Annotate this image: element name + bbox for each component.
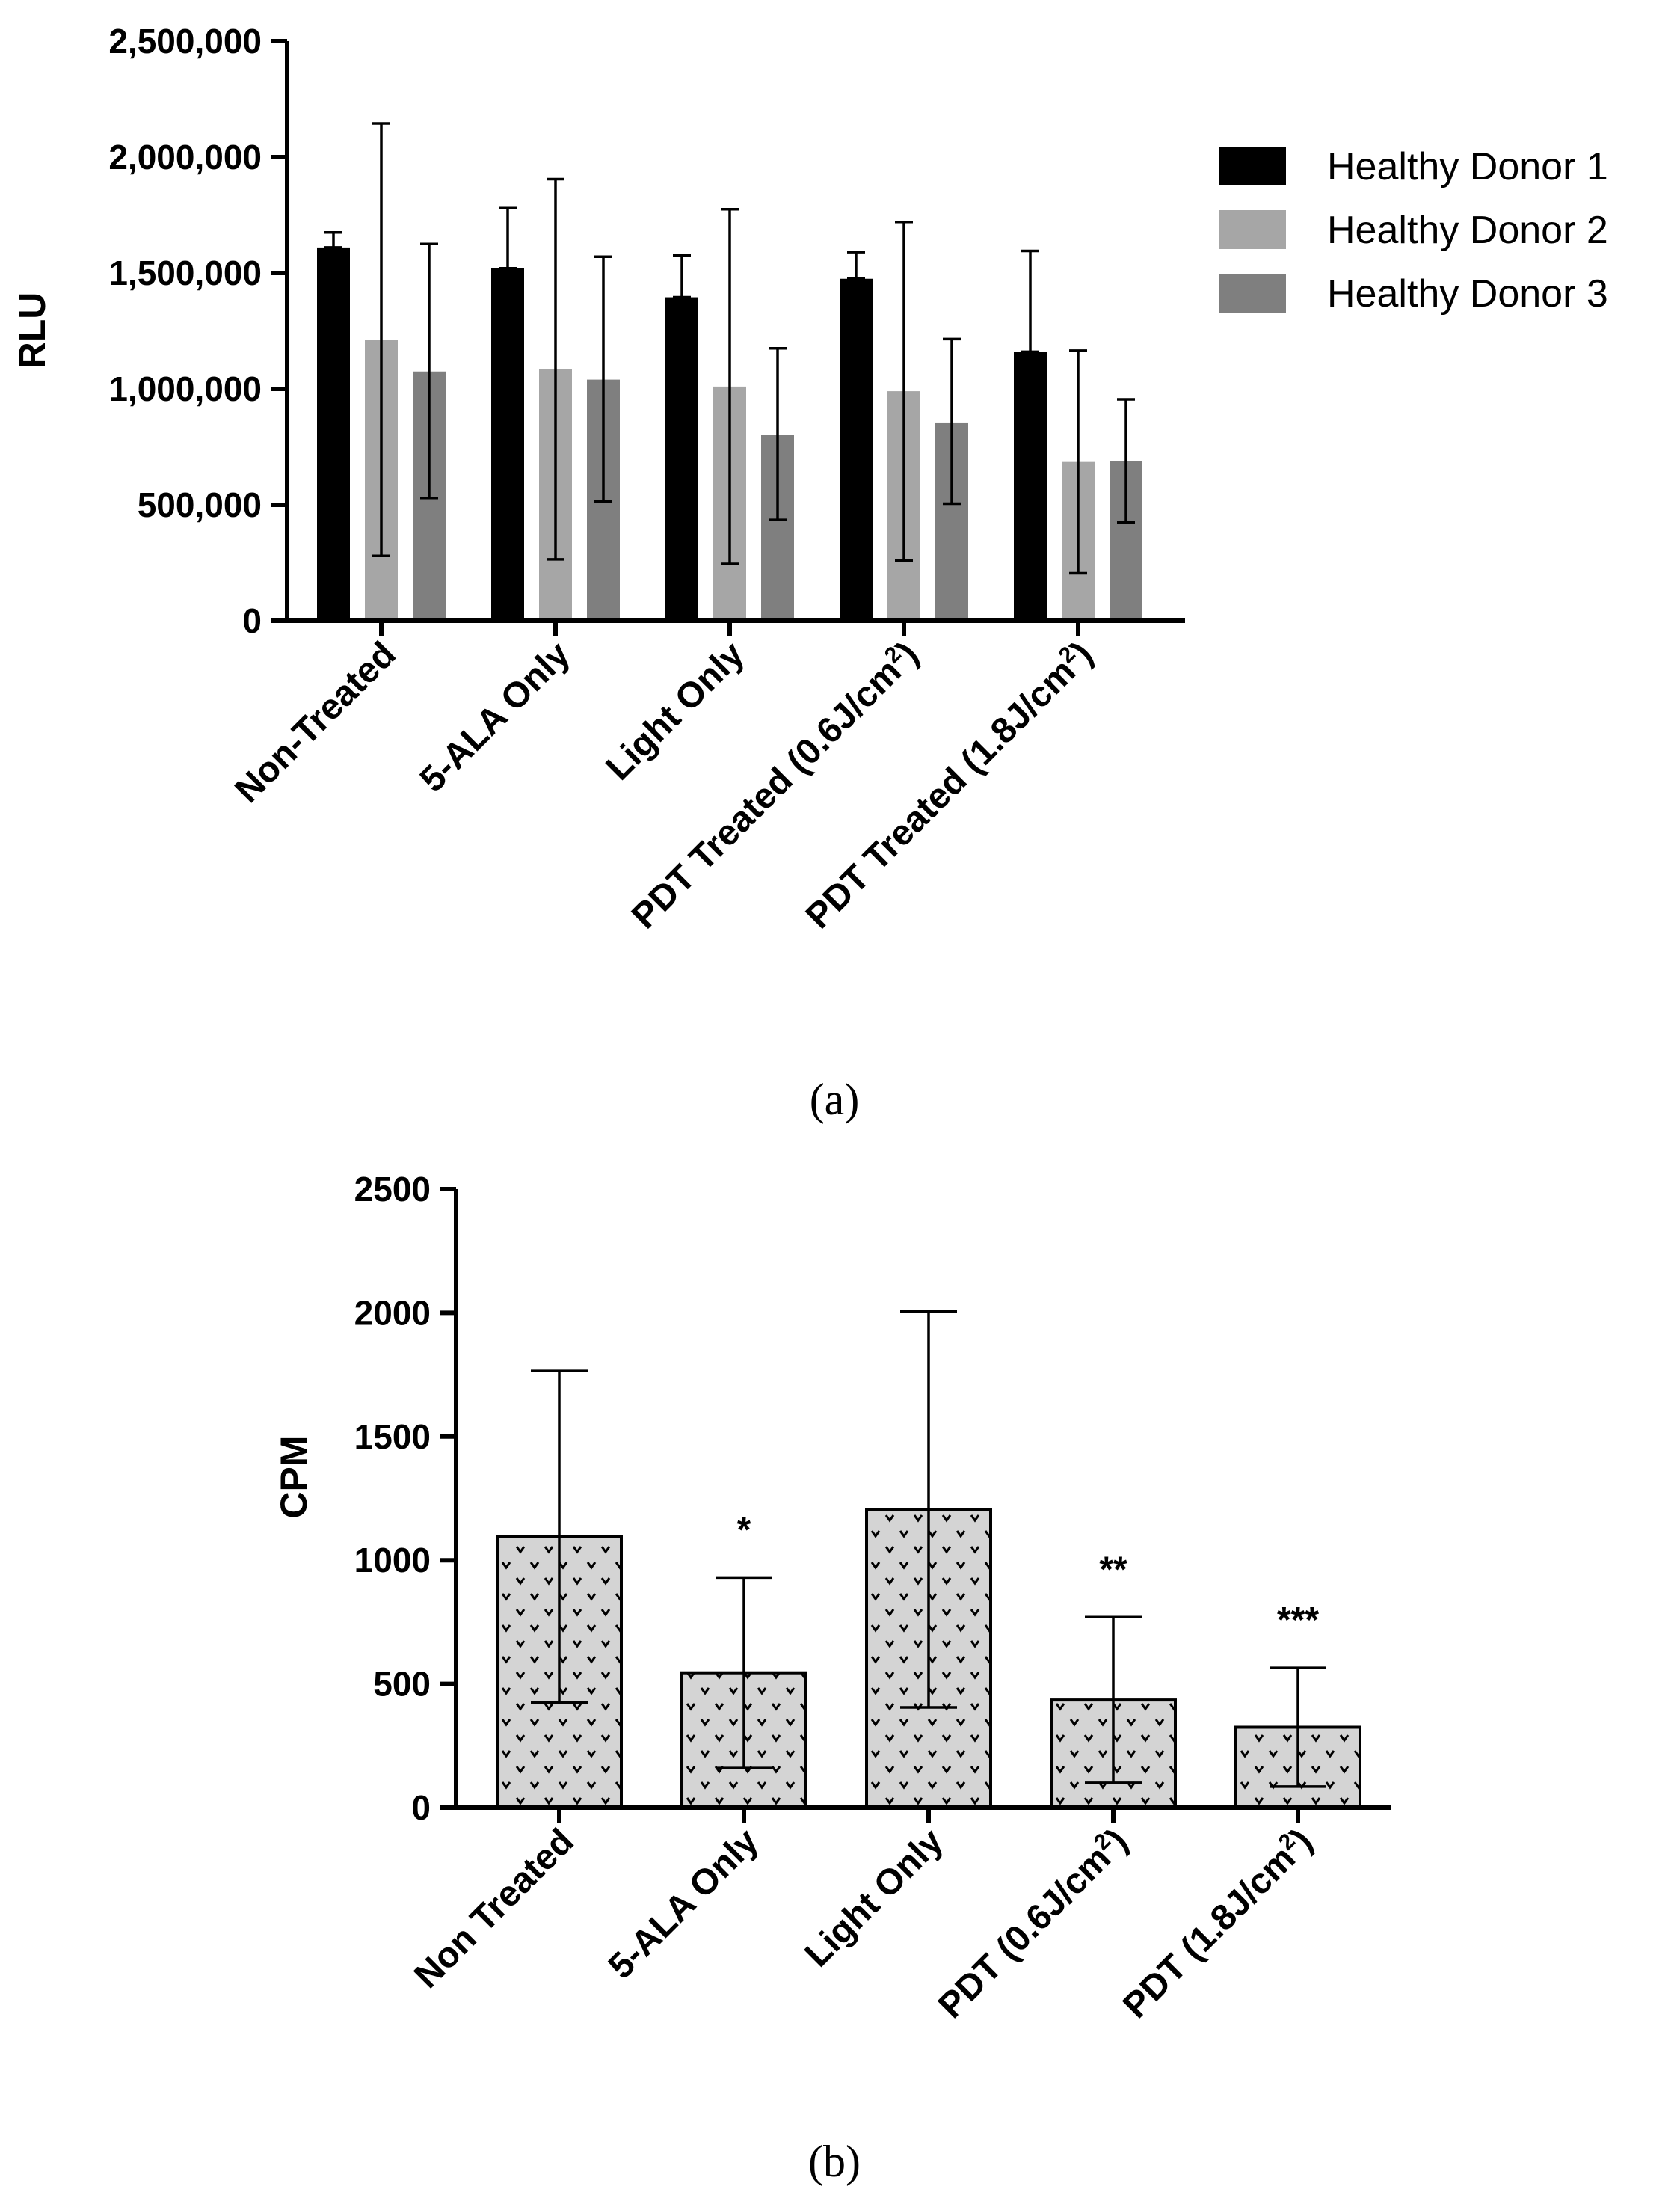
chart-a-ticks: 0 500,000 1,000,000 1,500,000 2,000,000 2,500… [108,22,287,640]
chart-b-error-bar [531,1369,588,1704]
chart-a-legend-label: Healthy Donor 2 [1327,209,1608,252]
chart-a-y-tick-label: 2,500,000 [108,22,262,61]
chart-a-legend-label: Healthy Donor 3 [1327,272,1608,316]
chart-b-y-tick-label: 1000 [354,1541,431,1580]
chart-a-error-bar [673,254,691,299]
chart-a-bar [491,268,524,621]
chart-a-error-bar [1069,349,1087,575]
chart-a-error-bar [594,255,612,503]
chart-a-error-bar [324,231,342,249]
chart-a-error-bars [324,122,1135,575]
chart-a-error-bar [895,221,913,562]
chart-b-y-tick-label: 2000 [354,1293,431,1332]
chart-a-y-tick-label: 1,500,000 [108,254,262,292]
chart-a-error-bar [372,122,390,557]
chart-b-category-label: PDT (0.6J/cm2) [930,1820,1136,2026]
chart-a-y-tick-label: 500,000 [138,485,262,524]
chart-a: 0 500,000 1,000,000 1,500,000 2,000,000 2,500… [11,22,1608,936]
chart-b-y-tick-label: 500 [373,1665,431,1704]
chart-a-error-bar [1117,398,1135,524]
chart-b-y-tick-label: 0 [411,1788,431,1827]
chart-b-error-bar [900,1310,957,1709]
chart-a-bar [840,278,873,621]
chart-b-category-label: 5-ALA Only [601,1821,766,1986]
chart-a-y-tick-label: 1,000,000 [108,369,262,408]
chart-a-legend-swatch [1219,210,1286,249]
chart-b-error-bars [531,1310,1326,1788]
chart-a-legend-swatch [1219,274,1286,313]
chart-a-error-bar [943,337,961,506]
chart-a-category-label: PDT Treated (1.8J/cm2) [798,633,1101,936]
chart-a-legend-label: Healthy Donor 1 [1327,145,1608,188]
chart-a-legend-swatch [1219,147,1286,185]
chart-a-error-bar [499,206,517,270]
chart-b-error-bar [716,1576,772,1769]
chart-b-category-label: PDT (1.8J/cm2) [1115,1820,1320,2026]
chart-a-category-label: Non-Treated [227,634,403,810]
chart-a-error-bar [721,208,739,565]
chart-a-error-bar [420,242,438,500]
chart-a-category-label: Light Only [598,634,751,788]
chart-b-y-axis-title: CPM [273,1435,315,1518]
chart-b-error-bar [1270,1666,1326,1788]
panel-label-a: (a) [810,1075,860,1124]
chart-a-category-label: PDT Treated (0.6J/cm2) [624,633,926,936]
panel-label-b: (b) [808,2137,861,2186]
chart-b-significance-label: *** [1277,1600,1319,1640]
chart-b-category-label: Non Treated [407,1821,582,1996]
chart-b-significance: ****** [737,1510,1320,1640]
chart-a-category-label: 5-ALA Only [413,634,578,799]
chart-a-y-tick-label: 0 [242,601,262,640]
chart-a-y-tick-label: 2,000,000 [108,138,262,177]
chart-a-legend: Healthy Donor 1 Healthy Donor 2 Healthy Do… [1219,145,1608,316]
chart-b-significance-label: ** [1099,1550,1127,1589]
chart-a-bar [665,297,698,621]
chart-a-error-bar [1021,249,1039,354]
chart-a-bar [1014,352,1047,621]
chart-a-bar [317,247,350,621]
chart-b-y-tick-label: 2500 [354,1170,431,1209]
chart-b-y-tick-label: 1500 [354,1417,431,1456]
chart-b-ticks: 0 500 1000 1500 2000 2500 [354,1170,456,1827]
chart-b-error-bar [1085,1615,1142,1784]
chart-a-error-bar [847,251,865,280]
chart-b-significance-label: * [737,1510,751,1550]
chart-b-category-label: Light Only [797,1821,950,1974]
chart-a-error-bar [769,347,787,521]
chart-a-y-axis-title: RLU [11,292,53,369]
chart-a-error-bar [547,177,564,561]
